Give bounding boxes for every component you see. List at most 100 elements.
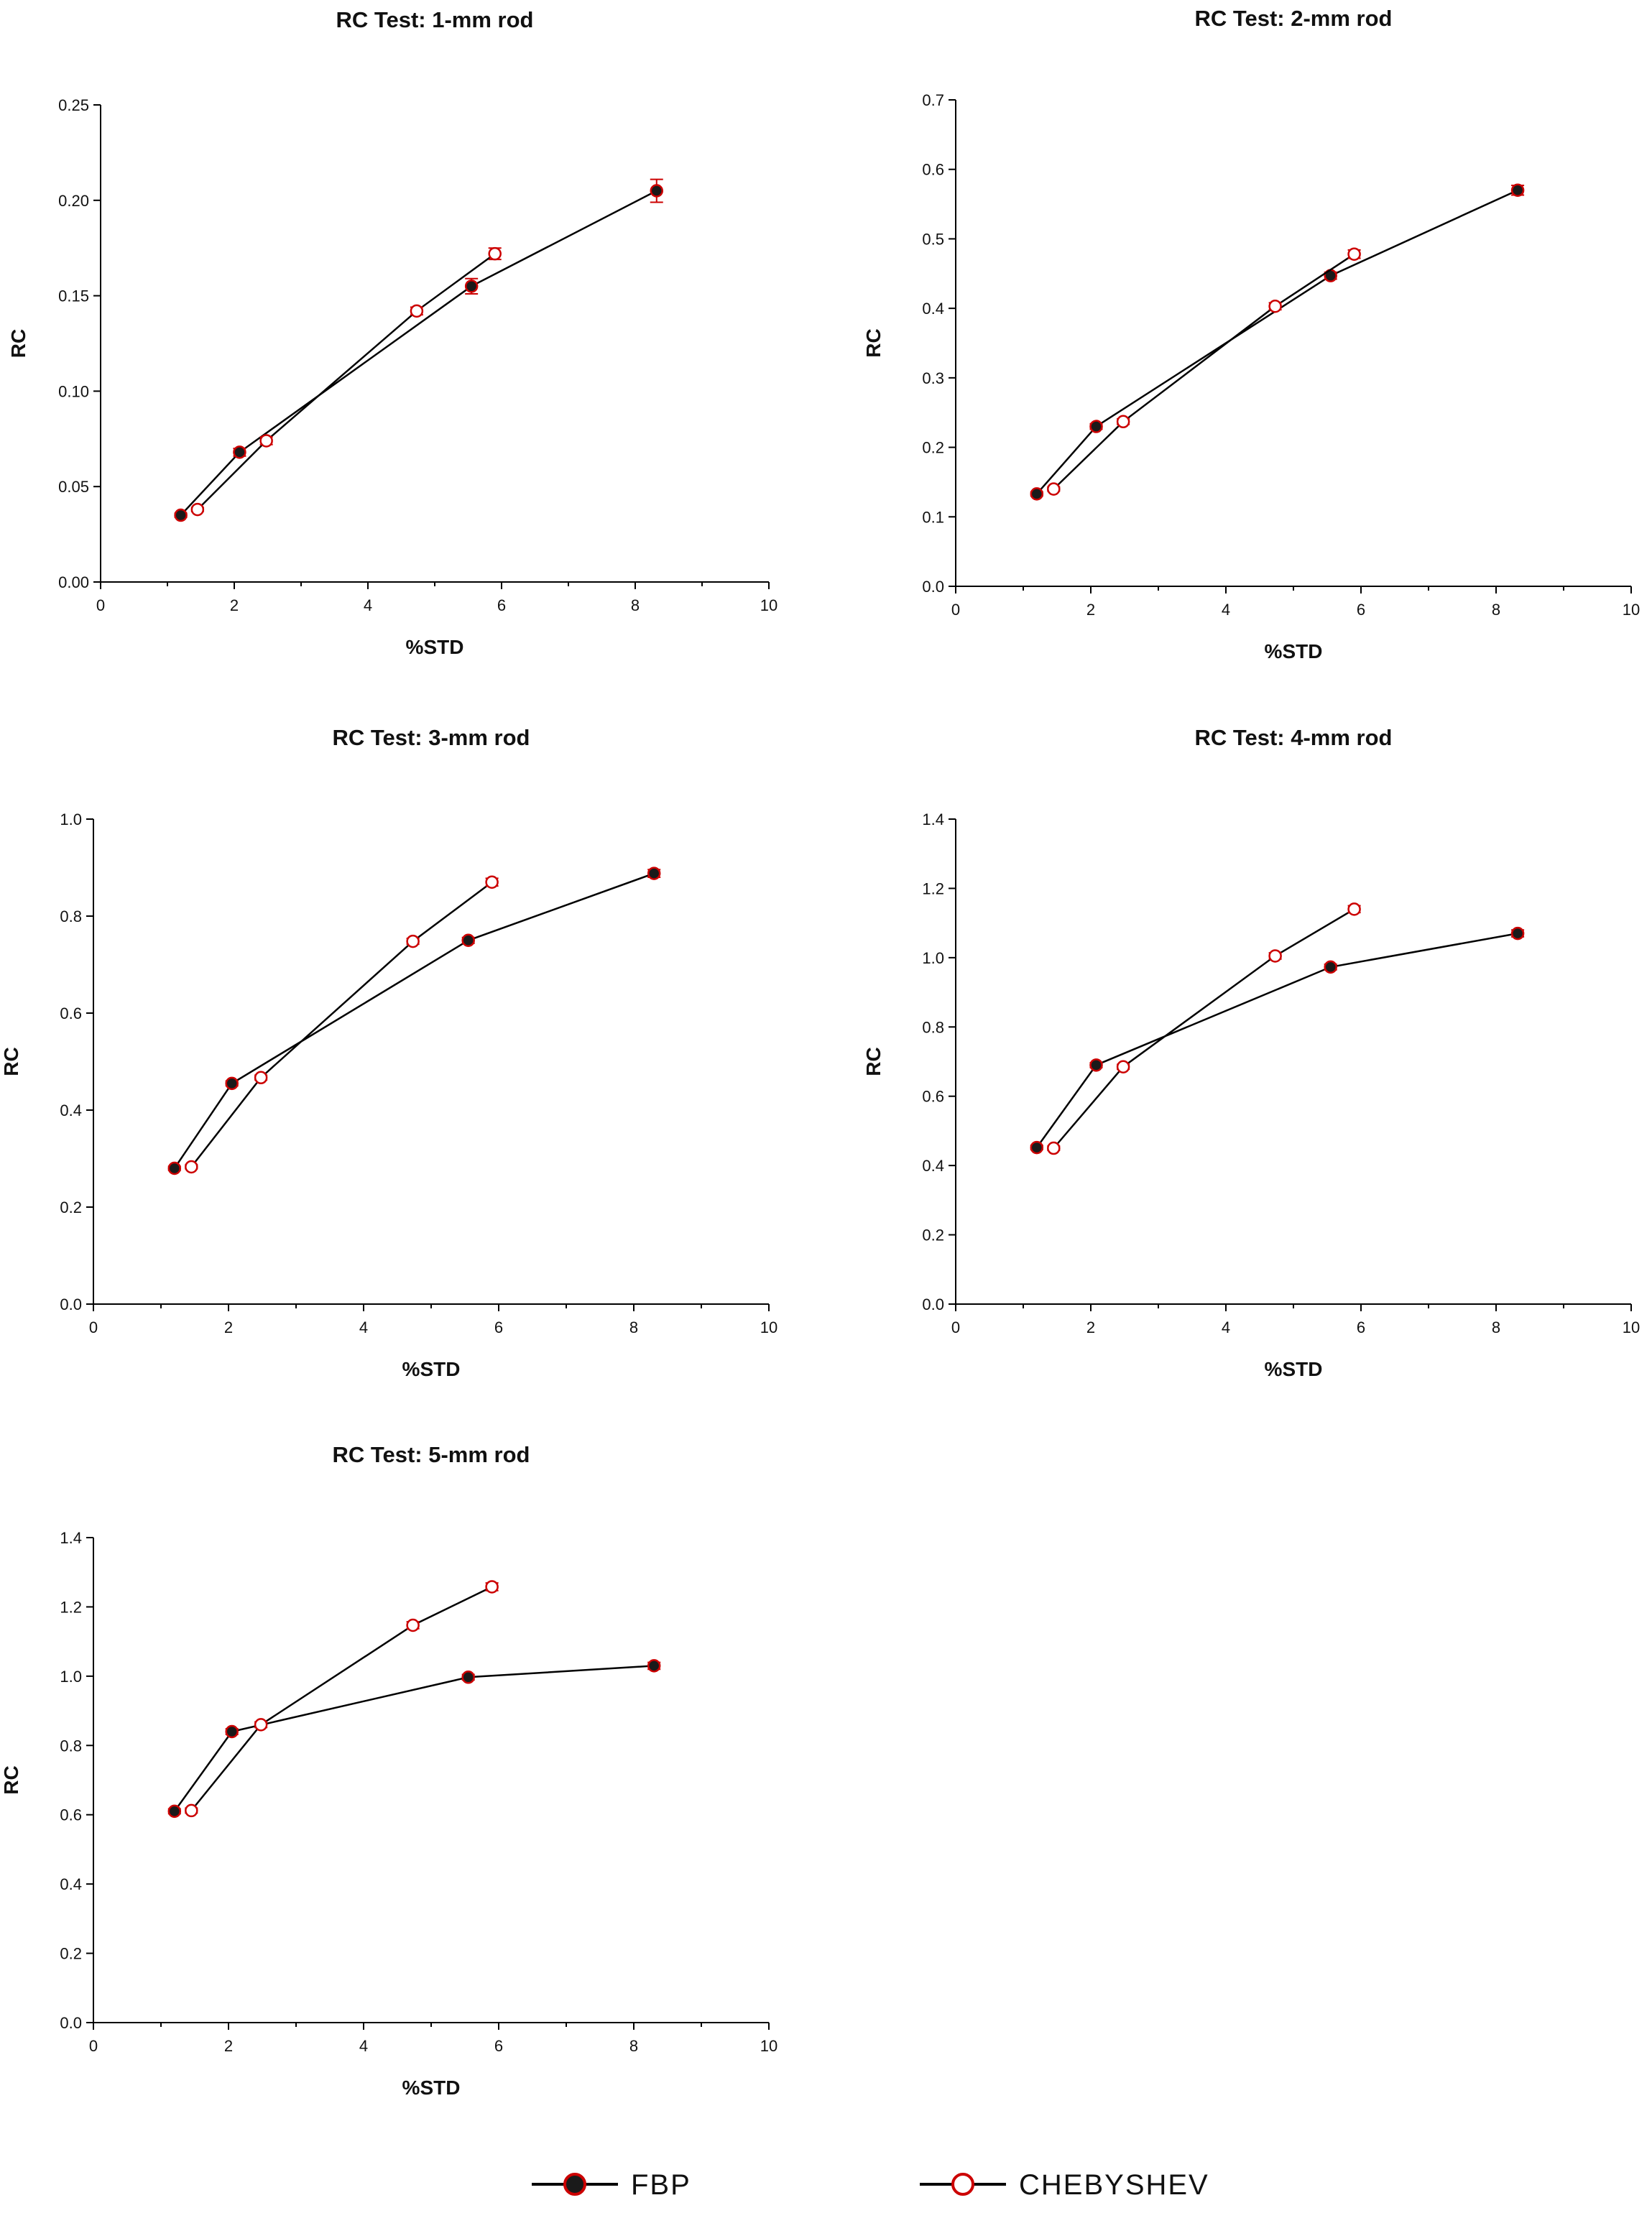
chart-3-series-chebyshev: [185, 875, 499, 1174]
chart-3-x-label: %STD: [402, 1358, 461, 1380]
chart-4-fbp-point: [1030, 1140, 1044, 1155]
chart-1-x-tick-label: 8: [631, 596, 640, 614]
chart-3-chebyshev-point: [485, 875, 499, 889]
chart-5-x-tick-label: 6: [494, 2037, 503, 2055]
chart-4-y-label: RC: [862, 1047, 885, 1076]
chart-2-y-tick-label: 0.4: [922, 300, 944, 318]
chart-1-fbp-line: [180, 190, 657, 516]
chart-1: RC Test: 1-mm rod 0 2 4 6 8 10 0.00 0.05 0.10 0.15…: [7, 7, 777, 658]
chart-1-y-label: RC: [7, 329, 29, 358]
legend-fbp-marker: [563, 2173, 586, 2196]
chart-1-title: RC Test: 1-mm rod: [336, 7, 533, 32]
chart-5-y-tick-label: 1.4: [60, 1529, 82, 1547]
chart-5-y-tick-label: 0.2: [60, 1945, 82, 1963]
chart-4-title: RC Test: 4-mm rod: [1194, 725, 1392, 750]
chart-3-y-tick-label: 0.4: [60, 1101, 82, 1119]
chart-2-y-tick-label: 0.1: [922, 508, 944, 526]
chart-3-fbp-point: [461, 933, 475, 947]
chart-2-x-tick-label: 6: [1357, 601, 1365, 619]
chart-2-chebyshev-point: [1047, 482, 1061, 496]
chart-2-chebyshev-point: [1116, 415, 1130, 429]
chart-1-fbp-point: [650, 184, 664, 198]
chart-3-x-tick-label: 0: [89, 1318, 98, 1336]
chart-1-y-tick-label: 0.15: [58, 287, 89, 305]
chart-4-x-tick-label: 8: [1492, 1318, 1500, 1336]
chart-1-chebyshev-point: [190, 502, 205, 517]
chart-1-fbp-point: [233, 445, 246, 459]
chart-3-fbp-point: [167, 1161, 182, 1175]
chart-4-y-tick-label: 0.0: [922, 1295, 944, 1313]
legend-item-fbp: FBP: [532, 2169, 691, 2201]
chart-3-x-tick-label: 2: [224, 1318, 233, 1336]
chart-3-y-tick-label: 1.0: [60, 810, 82, 828]
chart-5-fbp-point: [647, 1659, 661, 1673]
chart-3-x-tick-label: 8: [629, 1318, 638, 1336]
chart-2-y-tick-label: 0.5: [922, 230, 944, 248]
chart-4-y-tick-label: 1.0: [922, 949, 944, 967]
chart-3-x-tick-label: 6: [494, 1318, 503, 1336]
chart-5-y-label: RC: [0, 1765, 22, 1794]
chart-4-chebyshev-point: [1347, 902, 1361, 916]
chart-5-chebyshev-point: [254, 1718, 268, 1732]
chart-3-x-tick-label: 10: [760, 1318, 777, 1336]
chart-5-y-tick-label: 0.8: [60, 1737, 82, 1755]
chart-5-y-tick-label: 1.0: [60, 1668, 82, 1686]
chart-2-y-label: RC: [862, 328, 885, 357]
chart-3: RC Test: 3-mm rod 0 2 4 6 8 10 0.0 0.2 0.4 0.6 0.8 1…: [0, 725, 777, 1380]
chart-4-chebyshev-point: [1268, 949, 1282, 963]
chart-2-y-tick-label: 0.6: [922, 161, 944, 179]
chart-2-fbp-line: [1035, 189, 1518, 495]
legend-fbp-label: FBP: [631, 2169, 691, 2201]
chart-1-series-fbp: [174, 178, 664, 522]
chart-5-series-chebyshev: [185, 1580, 499, 1818]
chart-4-fbp-point: [1510, 926, 1525, 941]
chart-2: RC Test: 2-mm rod 0 2 4 6 8 10 0.0 0.1 0.2 0.3 0.4 0…: [862, 6, 1640, 662]
chart-4-fbp-line: [1035, 932, 1518, 1148]
chart-3-y-tick-label: 0.6: [60, 1004, 82, 1022]
chart-2-y-tick-label: 0.3: [922, 369, 944, 387]
chart-2-fbp-point: [1510, 183, 1525, 197]
chart-5-chebyshev-point: [485, 1580, 499, 1594]
chart-3-chebyshev-point: [406, 934, 420, 948]
chart-1-x-tick-label: 2: [230, 596, 239, 614]
chart-4-series-fbp: [1030, 926, 1525, 1155]
chart-2-x-tick-label: 8: [1492, 601, 1500, 619]
chart-3-y-label: RC: [0, 1047, 22, 1076]
chart-4-series-chebyshev: [1047, 902, 1361, 1155]
chart-5-fbp-point: [461, 1671, 475, 1684]
chart-5: RC Test: 5-mm rod 0 2 4 6 8 10 0.0 0.2 0.4 0.6 0.8 1…: [0, 1442, 777, 2099]
chart-1-x-tick-label: 4: [364, 596, 372, 614]
chart-2-x-tick-label: 10: [1623, 601, 1640, 619]
chart-5-y-tick-label: 0.0: [60, 2014, 82, 2032]
chart-2-chebyshev-line: [1053, 253, 1355, 490]
legend-chebyshev-label: CHEBYSHEV: [1019, 2169, 1209, 2201]
chart-2-y-tick-label: 0.0: [922, 578, 944, 596]
chart-1-chebyshev-point: [259, 434, 273, 448]
chart-4-y-tick-label: 0.6: [922, 1088, 944, 1106]
chart-1-x-label: %STD: [406, 636, 464, 658]
chart-1-x-tick-label: 10: [760, 596, 777, 614]
chart-4: RC Test: 4-mm rod 0 2 4 6 8 10 0.0 0.2 0.4 0.6 0.8 1…: [862, 725, 1640, 1380]
chart-5-y-tick-label: 0.4: [60, 1875, 82, 1893]
chart-3-fbp-line: [173, 872, 655, 1169]
chart-2-chebyshev-point: [1347, 247, 1361, 261]
chart-4-y-tick-label: 1.2: [922, 879, 944, 897]
chart-1-series-chebyshev: [190, 246, 502, 517]
chart-5-chebyshev-point: [185, 1803, 198, 1818]
chart-3-series-fbp: [167, 867, 661, 1175]
chart-4-x-tick-label: 10: [1623, 1318, 1640, 1336]
chart-1-y-tick-label: 0.05: [58, 478, 89, 496]
chart-5-chebyshev-line: [190, 1586, 493, 1811]
chart-1-x-tick-label: 6: [497, 596, 506, 614]
chart-1-fbp-point: [464, 279, 479, 293]
chart-4-y-tick-label: 0.8: [922, 1018, 944, 1036]
chart-4-x-tick-label: 0: [951, 1318, 960, 1336]
chart-5-x-tick-label: 10: [760, 2037, 777, 2055]
chart-2-series-fbp: [1030, 183, 1525, 501]
chart-2-y-tick-label: 0.7: [922, 91, 944, 109]
chart-1-x-tick-label: 0: [96, 596, 105, 614]
chart-3-y-tick-label: 0.2: [60, 1198, 82, 1216]
chart-4-y-tick-label: 0.4: [922, 1157, 944, 1175]
chart-2-x-tick-label: 2: [1086, 601, 1095, 619]
